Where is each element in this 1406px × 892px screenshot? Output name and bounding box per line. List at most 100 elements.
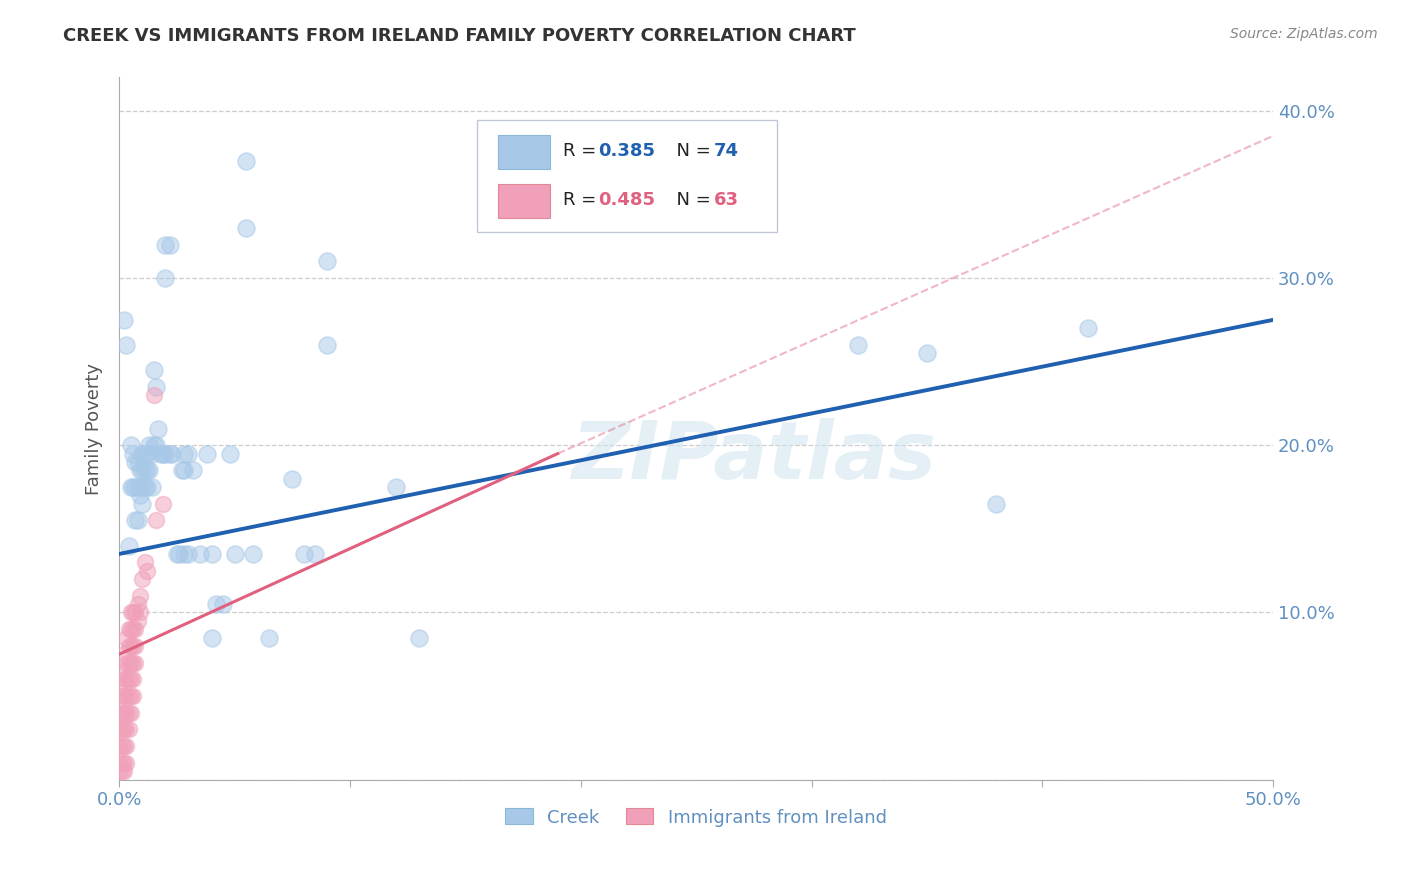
Point: [120, 438, 142, 452]
Point: [112, 723, 135, 737]
Point: [136, 447, 159, 461]
Point: [177, 547, 200, 561]
Point: [224, 547, 246, 561]
Point: [122, 639, 145, 653]
Point: [122, 622, 145, 636]
Point: [408, 631, 430, 645]
Point: [145, 380, 167, 394]
Point: [145, 438, 167, 452]
Point: [129, 589, 152, 603]
Point: [142, 388, 165, 402]
Point: [115, 723, 138, 737]
Point: [127, 597, 149, 611]
Point: [136, 480, 159, 494]
Point: [122, 480, 145, 494]
Point: [120, 706, 142, 720]
Point: [124, 455, 146, 469]
Point: [134, 463, 156, 477]
Point: [200, 631, 222, 645]
Point: [110, 756, 132, 770]
Point: [188, 547, 211, 561]
Point: [173, 447, 195, 461]
Point: [122, 606, 145, 620]
Point: [292, 547, 315, 561]
Point: [108, 706, 131, 720]
Point: [145, 513, 167, 527]
Point: [122, 689, 145, 703]
Point: [110, 723, 132, 737]
Point: [131, 572, 153, 586]
Point: [169, 547, 191, 561]
Point: [124, 513, 146, 527]
Text: ZIPatlas: ZIPatlas: [571, 417, 936, 496]
Point: [915, 346, 938, 360]
Point: [110, 689, 132, 703]
Point: [115, 656, 138, 670]
Point: [129, 606, 152, 620]
Point: [149, 447, 172, 461]
Point: [115, 673, 138, 687]
Point: [112, 756, 135, 770]
Point: [846, 338, 869, 352]
Text: 63: 63: [713, 192, 738, 210]
Point: [110, 706, 132, 720]
Point: [304, 547, 326, 561]
Point: [115, 706, 138, 720]
Text: R =: R =: [564, 192, 602, 210]
Point: [110, 664, 132, 678]
Point: [117, 539, 139, 553]
Point: [117, 673, 139, 687]
Legend: Creek, Immigrants from Ireland: Creek, Immigrants from Ireland: [498, 801, 894, 834]
Point: [115, 756, 138, 770]
Y-axis label: Family Poverty: Family Poverty: [86, 362, 103, 494]
Point: [152, 447, 174, 461]
FancyBboxPatch shape: [477, 120, 778, 232]
Point: [110, 739, 132, 754]
Point: [108, 681, 131, 695]
Point: [112, 647, 135, 661]
Point: [120, 606, 142, 620]
Point: [205, 597, 228, 611]
Point: [141, 480, 163, 494]
Point: [134, 480, 156, 494]
Point: [124, 656, 146, 670]
Point: [122, 673, 145, 687]
Point: [281, 472, 304, 486]
Text: 0.385: 0.385: [598, 142, 655, 160]
Point: [120, 639, 142, 653]
Point: [115, 739, 138, 754]
Point: [108, 756, 131, 770]
Point: [173, 547, 195, 561]
Point: [162, 447, 184, 461]
Point: [155, 271, 177, 285]
Point: [152, 497, 174, 511]
Point: [127, 614, 149, 628]
Point: [115, 631, 138, 645]
Text: 0.485: 0.485: [598, 192, 655, 210]
Point: [129, 488, 152, 502]
Point: [316, 254, 339, 268]
Point: [112, 739, 135, 754]
Point: [142, 363, 165, 377]
Point: [112, 689, 135, 703]
Point: [127, 455, 149, 469]
Point: [124, 639, 146, 653]
Point: [110, 764, 132, 779]
Point: [108, 723, 131, 737]
Point: [117, 706, 139, 720]
Point: [124, 606, 146, 620]
Text: CREEK VS IMMIGRANTS FROM IRELAND FAMILY POVERTY CORRELATION CHART: CREEK VS IMMIGRANTS FROM IRELAND FAMILY …: [63, 27, 856, 45]
Point: [122, 656, 145, 670]
Point: [200, 547, 222, 561]
Point: [122, 447, 145, 461]
Point: [112, 313, 135, 327]
Point: [170, 463, 193, 477]
Point: [131, 447, 153, 461]
Point: [120, 689, 142, 703]
Point: [212, 597, 235, 611]
Point: [138, 463, 160, 477]
Point: [124, 622, 146, 636]
Point: [117, 723, 139, 737]
Point: [134, 555, 156, 569]
Point: [117, 656, 139, 670]
